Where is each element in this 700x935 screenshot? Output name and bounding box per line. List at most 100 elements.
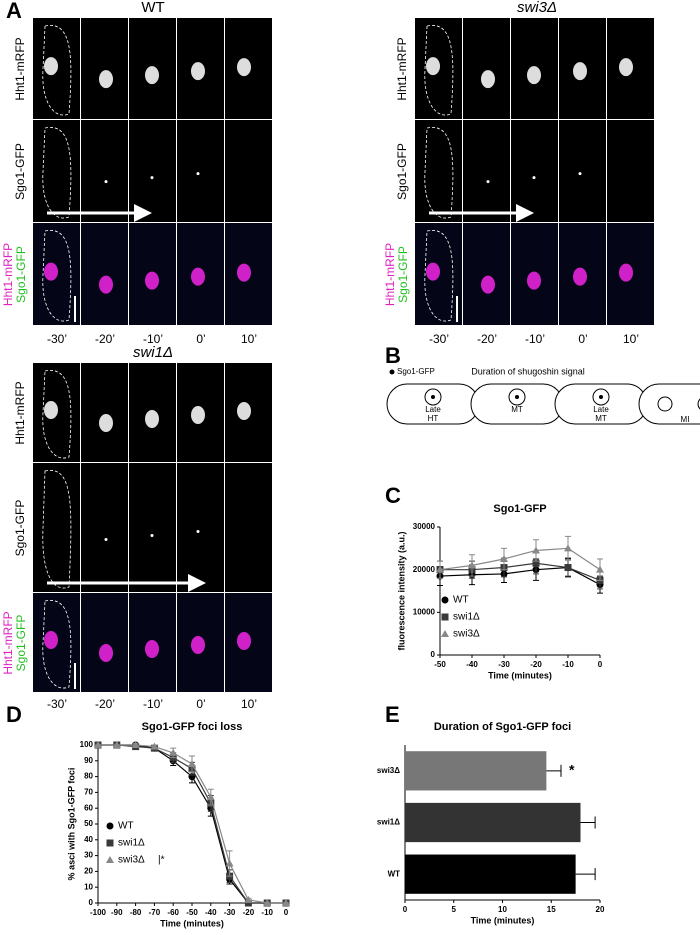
chromatin	[99, 414, 113, 432]
strip-title: swi1Δ	[133, 344, 173, 361]
y-tick-label: 10000	[413, 607, 436, 616]
cell	[470, 383, 564, 425]
x-tick-label: -50	[434, 660, 446, 669]
marker	[436, 565, 444, 573]
chromatin	[145, 410, 159, 428]
x-tick-label: -70	[149, 908, 161, 917]
micrograph	[415, 120, 462, 222]
time-label: -20’	[95, 697, 115, 711]
foci	[104, 180, 108, 184]
nucleus	[592, 388, 610, 406]
micrograph	[81, 120, 128, 222]
x-tick-label: -80	[130, 908, 142, 917]
chromatin	[481, 275, 495, 294]
x-tick-label: -40	[205, 908, 217, 917]
chromatin	[145, 640, 159, 658]
strip-title: WT	[141, 0, 164, 16]
micrograph	[225, 120, 272, 222]
nucleus	[697, 398, 700, 410]
marker	[263, 899, 272, 906]
chart-title: Duration of Sgo1-GFP foci	[434, 721, 571, 733]
row-label: Hht1-mRFP	[13, 37, 27, 100]
nucleus	[657, 396, 673, 412]
chromatin	[237, 58, 251, 77]
chromatin	[99, 70, 113, 89]
foci	[431, 395, 435, 399]
y-tick-label: 0	[89, 898, 94, 907]
merge-label: Hht1-mRFP	[1, 243, 15, 306]
chromatin	[527, 66, 541, 85]
chart-title: Sgo1-GFP	[493, 503, 546, 515]
x-tick-label: -100	[90, 908, 107, 917]
marker	[596, 565, 604, 573]
merge-label: Hht1-mRFP	[383, 243, 397, 306]
x-tick-label: -20	[243, 908, 255, 917]
marker	[188, 759, 196, 767]
micrograph	[81, 223, 128, 325]
x-tick-label: 5	[452, 905, 457, 914]
y-tick-label: 30	[84, 851, 93, 860]
time-label: 10’	[241, 697, 257, 711]
legend-label: swi3Δ	[453, 629, 480, 640]
row-label: Sgo1-GFP	[13, 500, 27, 557]
y-tick-label: 70	[84, 788, 93, 797]
y-axis-label: % asci with Sgo1-GFP foci	[66, 768, 76, 881]
marker	[131, 741, 140, 748]
panel-label: B	[385, 343, 401, 368]
chromatin	[191, 267, 205, 286]
chromatin	[619, 58, 633, 77]
series-line	[439, 566, 601, 586]
marker	[225, 859, 234, 867]
row-label: Hht1-mRFP	[395, 37, 409, 100]
x-tick-label: -20	[530, 660, 542, 669]
legend-marker	[106, 856, 114, 863]
micrograph	[33, 120, 80, 222]
marker	[244, 899, 252, 907]
micrograph	[463, 223, 510, 325]
marker	[112, 741, 121, 748]
marker	[150, 742, 159, 750]
chromatin	[237, 632, 251, 650]
strip-title: swi3Δ	[517, 0, 557, 16]
legend-dot	[389, 369, 395, 375]
micrograph	[177, 463, 224, 592]
x-tick-label: -30	[498, 660, 510, 669]
time-label: 10’	[241, 332, 257, 346]
y-tick-label: 90	[84, 756, 93, 765]
time-label: 0’	[196, 332, 205, 346]
marker	[564, 544, 572, 552]
bar	[405, 802, 581, 843]
micrograph	[225, 463, 272, 592]
chromatin	[619, 263, 633, 282]
chromatin	[527, 271, 541, 290]
marker	[468, 561, 476, 569]
stage-label: HT	[428, 414, 439, 423]
x-tick-label: -10	[261, 908, 273, 917]
time-label: 10’	[623, 332, 639, 346]
foci	[104, 538, 108, 541]
error-bar	[546, 764, 562, 777]
micrograph	[463, 18, 510, 119]
time-label: -30’	[429, 332, 449, 346]
chromatin	[44, 262, 58, 281]
y-tick-label: 40	[84, 835, 93, 844]
micrograph	[129, 463, 176, 592]
legend-label: swi1Δ	[118, 838, 145, 849]
annotation: |*	[158, 855, 165, 866]
y-tick-label: 30000	[413, 522, 436, 531]
y-axis-label: fluorescence intensity (a.u.)	[396, 531, 406, 650]
y-tick-label: 100	[80, 740, 94, 749]
x-axis-label: Time (minutes)	[160, 918, 224, 928]
chromatin	[237, 402, 251, 420]
cell-outline	[42, 469, 72, 589]
marker	[282, 899, 290, 906]
merge-label: Sgo1-GFP	[396, 246, 410, 303]
y-tick-label: swi1Δ	[377, 818, 400, 827]
x-tick-label: -10	[562, 660, 574, 669]
x-tick-label: 0	[284, 908, 289, 917]
chromatin	[191, 62, 205, 81]
legend-label: swi3Δ	[118, 855, 145, 866]
nucleus	[424, 388, 442, 406]
x-tick-label: 15	[547, 905, 556, 914]
